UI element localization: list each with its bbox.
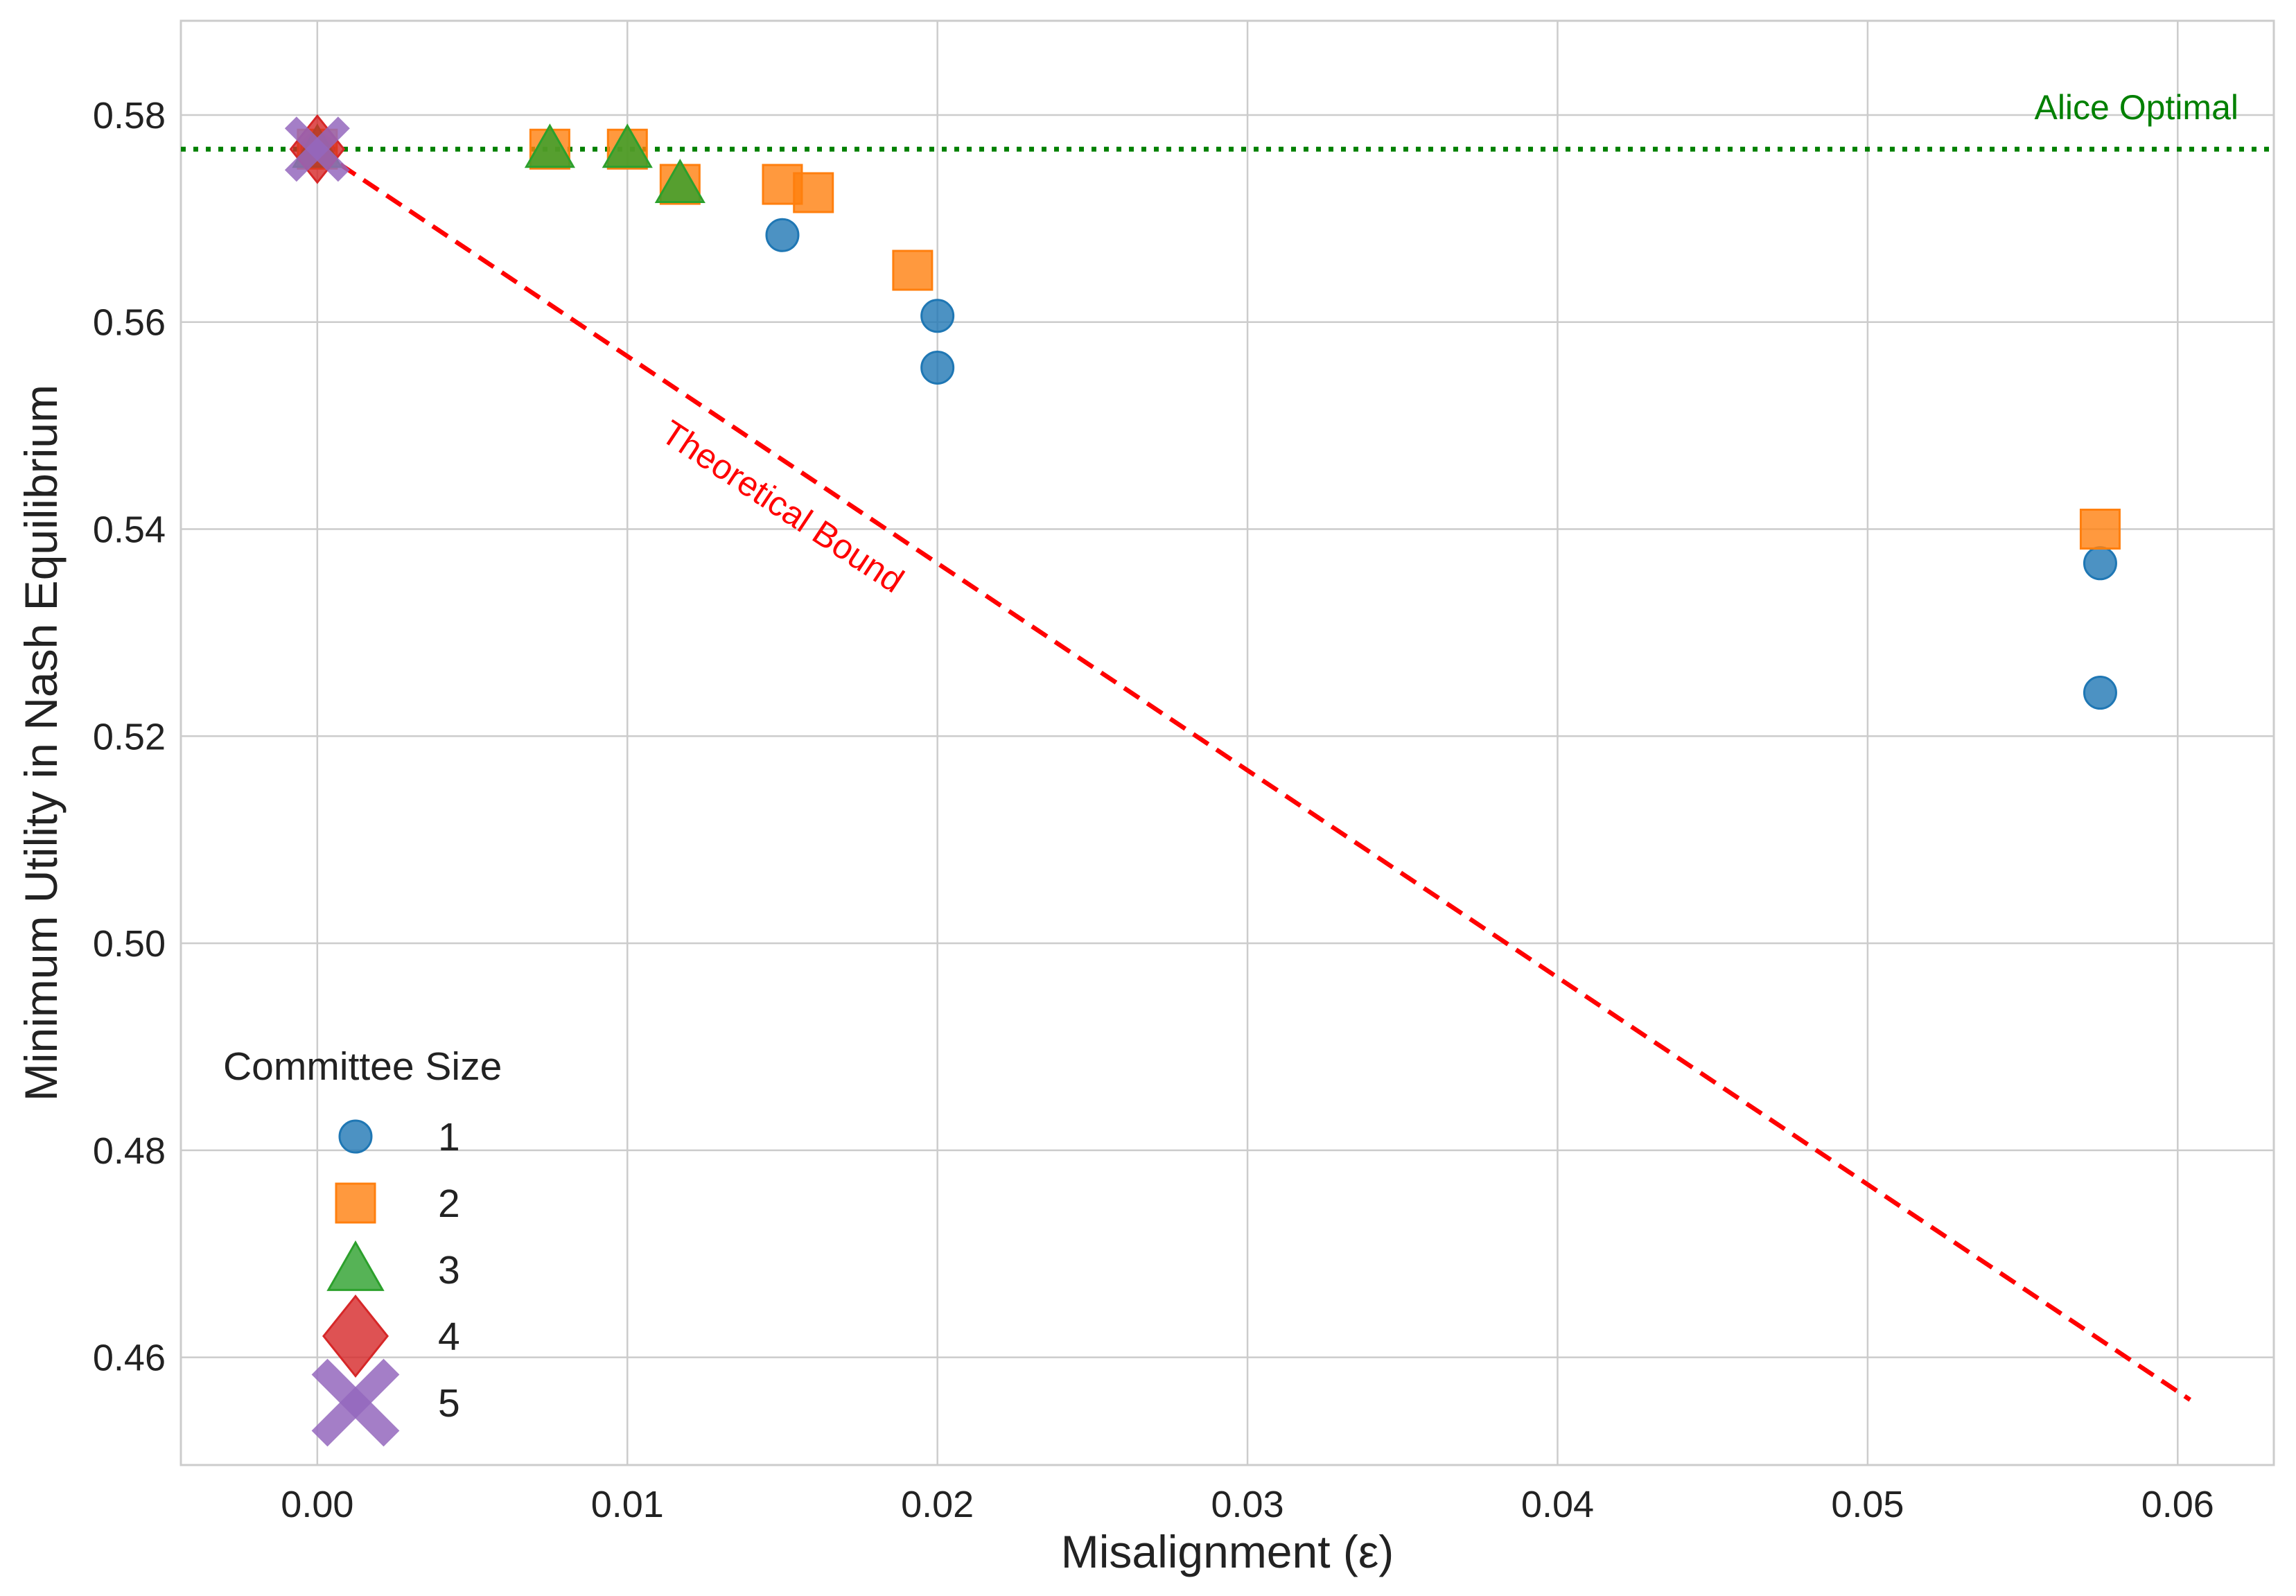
y-tick-labels: 0.46 0.48 0.50 0.52 0.54 0.56 0.58: [93, 95, 166, 1379]
legend-title: Committee Size: [223, 1044, 502, 1089]
point-size-3-triangle-marker: [524, 123, 575, 168]
x-tick-label: 0.06: [2141, 1484, 2214, 1525]
x-tick-labels: 0.00 0.01 0.02 0.03 0.04 0.05 0.06: [281, 1484, 2214, 1525]
y-tick-label: 0.54: [93, 509, 166, 551]
x-marker-stroke: [284, 116, 350, 182]
point-size-1-circle-marker: [2083, 546, 2117, 581]
y-tick-label: 0.56: [93, 302, 166, 344]
y-tick-label: 0.58: [93, 95, 166, 137]
legend: Committee Size 1 2 3 4 5: [223, 1044, 502, 1447]
point-size-3-triangle-marker: [602, 123, 653, 168]
grid: [181, 21, 2274, 1465]
point-size-2-square-marker: [892, 249, 934, 291]
point-size-1-circle-marker: [2083, 676, 2117, 710]
data-points: [284, 114, 2121, 710]
x-tick-label: 0.05: [1831, 1484, 1904, 1525]
legend-circle-marker: [338, 1119, 373, 1154]
point-size-3-triangle-marker: [654, 159, 706, 204]
legend-diamond-marker: [322, 1294, 389, 1378]
y-tick-label: 0.50: [93, 923, 166, 965]
legend-x-marker: [311, 1358, 400, 1447]
x-tick-label: 0.03: [1211, 1484, 1284, 1525]
x-marker-stroke: [311, 1358, 400, 1447]
legend-label-5: 5: [438, 1381, 460, 1426]
y-tick-label: 0.46: [93, 1338, 166, 1379]
x-tick-label: 0.00: [281, 1484, 353, 1525]
legend-label-1: 1: [438, 1115, 460, 1159]
x-tick-label: 0.01: [591, 1484, 664, 1525]
legend-square-marker: [335, 1182, 376, 1224]
point-size-1-circle-marker: [920, 299, 955, 333]
legend-label-3: 3: [438, 1248, 460, 1292]
x-axis-title: Misalignment (ε): [1061, 1526, 1394, 1577]
alice-optimal-label: Alice Optimal: [2034, 88, 2238, 127]
theoretical-bound-line: [316, 147, 2192, 1402]
point-size-2-square-marker: [793, 172, 834, 213]
point-size-1-circle-marker: [765, 218, 800, 252]
reference-lines: [181, 146, 2274, 1402]
x-tick-label: 0.02: [901, 1484, 974, 1525]
y-tick-label: 0.52: [93, 716, 166, 757]
y-axis-title: Minimum Utility in Nash Equilibrium: [15, 385, 67, 1101]
x-tick-label: 0.04: [1521, 1484, 1594, 1525]
point-size-2-square-marker: [2079, 509, 2121, 550]
plot-frame: [179, 19, 2275, 1466]
y-tick-label: 0.48: [93, 1130, 166, 1172]
legend-label-2: 2: [438, 1182, 460, 1226]
legend-triangle-marker: [326, 1240, 385, 1291]
point-size-1-circle-marker: [920, 350, 955, 385]
legend-label-4: 4: [438, 1315, 460, 1359]
point-size-5-x-marker: [284, 116, 350, 182]
